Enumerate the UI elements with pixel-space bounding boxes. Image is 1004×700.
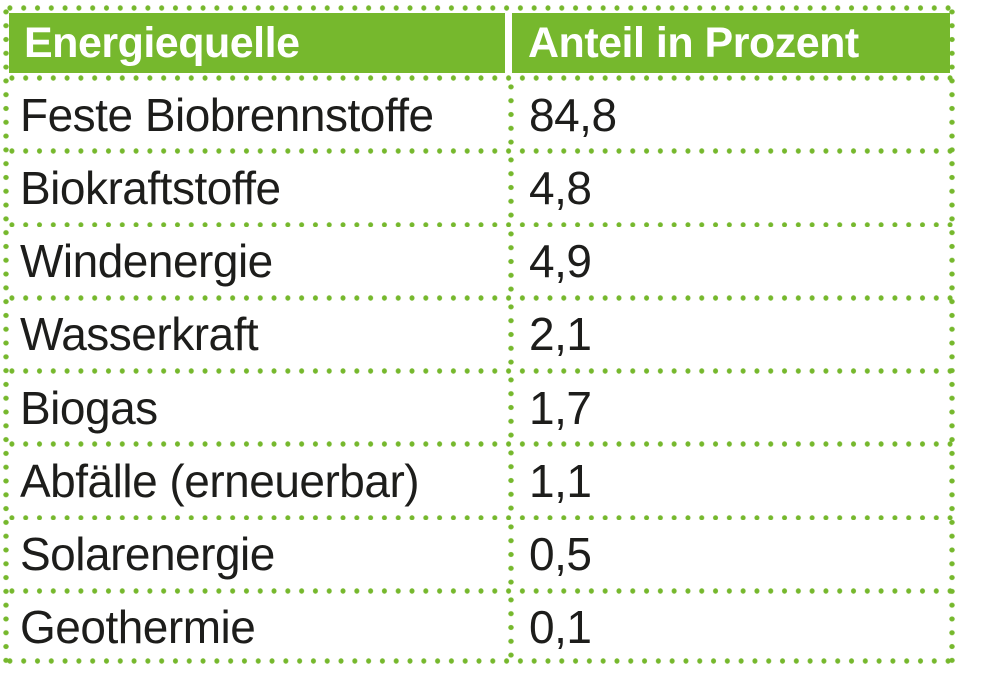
energy-share-table: Energiequelle Anteil in Prozent Feste Bi… [3, 5, 955, 664]
cell-energy-source: Solarenergie [20, 528, 275, 581]
cell-share-percent: 2,1 [508, 298, 955, 371]
cell-energy-source: Feste Biobrennstoffe [20, 88, 434, 141]
table-body: Feste Biobrennstoffe 84,8 Biokraftstoffe… [3, 78, 955, 664]
cell-share-percent: 1,1 [508, 444, 955, 517]
table-row: Solarenergie 0,5 [3, 518, 955, 594]
header-cell-energy-source: Energiequelle [3, 5, 508, 78]
table-row: Biokraftstoffe 4,8 [3, 151, 955, 228]
cell-energy-source: Wasserkraft [20, 308, 259, 361]
table-row: Windenergie 4,9 [3, 225, 955, 301]
table-header-row: Energiequelle Anteil in Prozent [3, 5, 955, 81]
cell-energy-source: Biogas [20, 381, 158, 434]
header-cell-fill: Energiequelle [9, 13, 505, 73]
header-cell-fill: Anteil in Prozent [512, 13, 950, 73]
header-cell-share-percent: Anteil in Prozent [508, 5, 955, 78]
cell-share-percent: 84,8 [508, 78, 955, 151]
cell-share-percent: 1,7 [508, 371, 955, 444]
cell-energy-source: Abfälle (erneuerbar) [20, 454, 420, 507]
header-label-energy-source: Energiequelle [24, 18, 300, 67]
table-row: Feste Biobrennstoffe 84,8 [3, 78, 955, 155]
table-row: Biogas 1,7 [3, 371, 955, 448]
table-row: Abfälle (erneuerbar) 1,1 [3, 444, 955, 521]
table-row: Wasserkraft 2,1 [3, 298, 955, 375]
cell-share-percent: 4,9 [508, 225, 955, 298]
cell-energy-source: Biokraftstoffe [20, 161, 281, 214]
cell-energy-source: Windenergie [20, 235, 273, 288]
cell-energy-source: Geothermie [20, 601, 256, 654]
cell-share-percent: 0,1 [508, 591, 955, 664]
cell-share-percent: 4,8 [508, 151, 955, 224]
cell-share-percent: 0,5 [508, 518, 955, 591]
header-label-share-percent: Anteil in Prozent [528, 18, 859, 67]
table-row: Geothermie 0,1 [3, 591, 955, 664]
